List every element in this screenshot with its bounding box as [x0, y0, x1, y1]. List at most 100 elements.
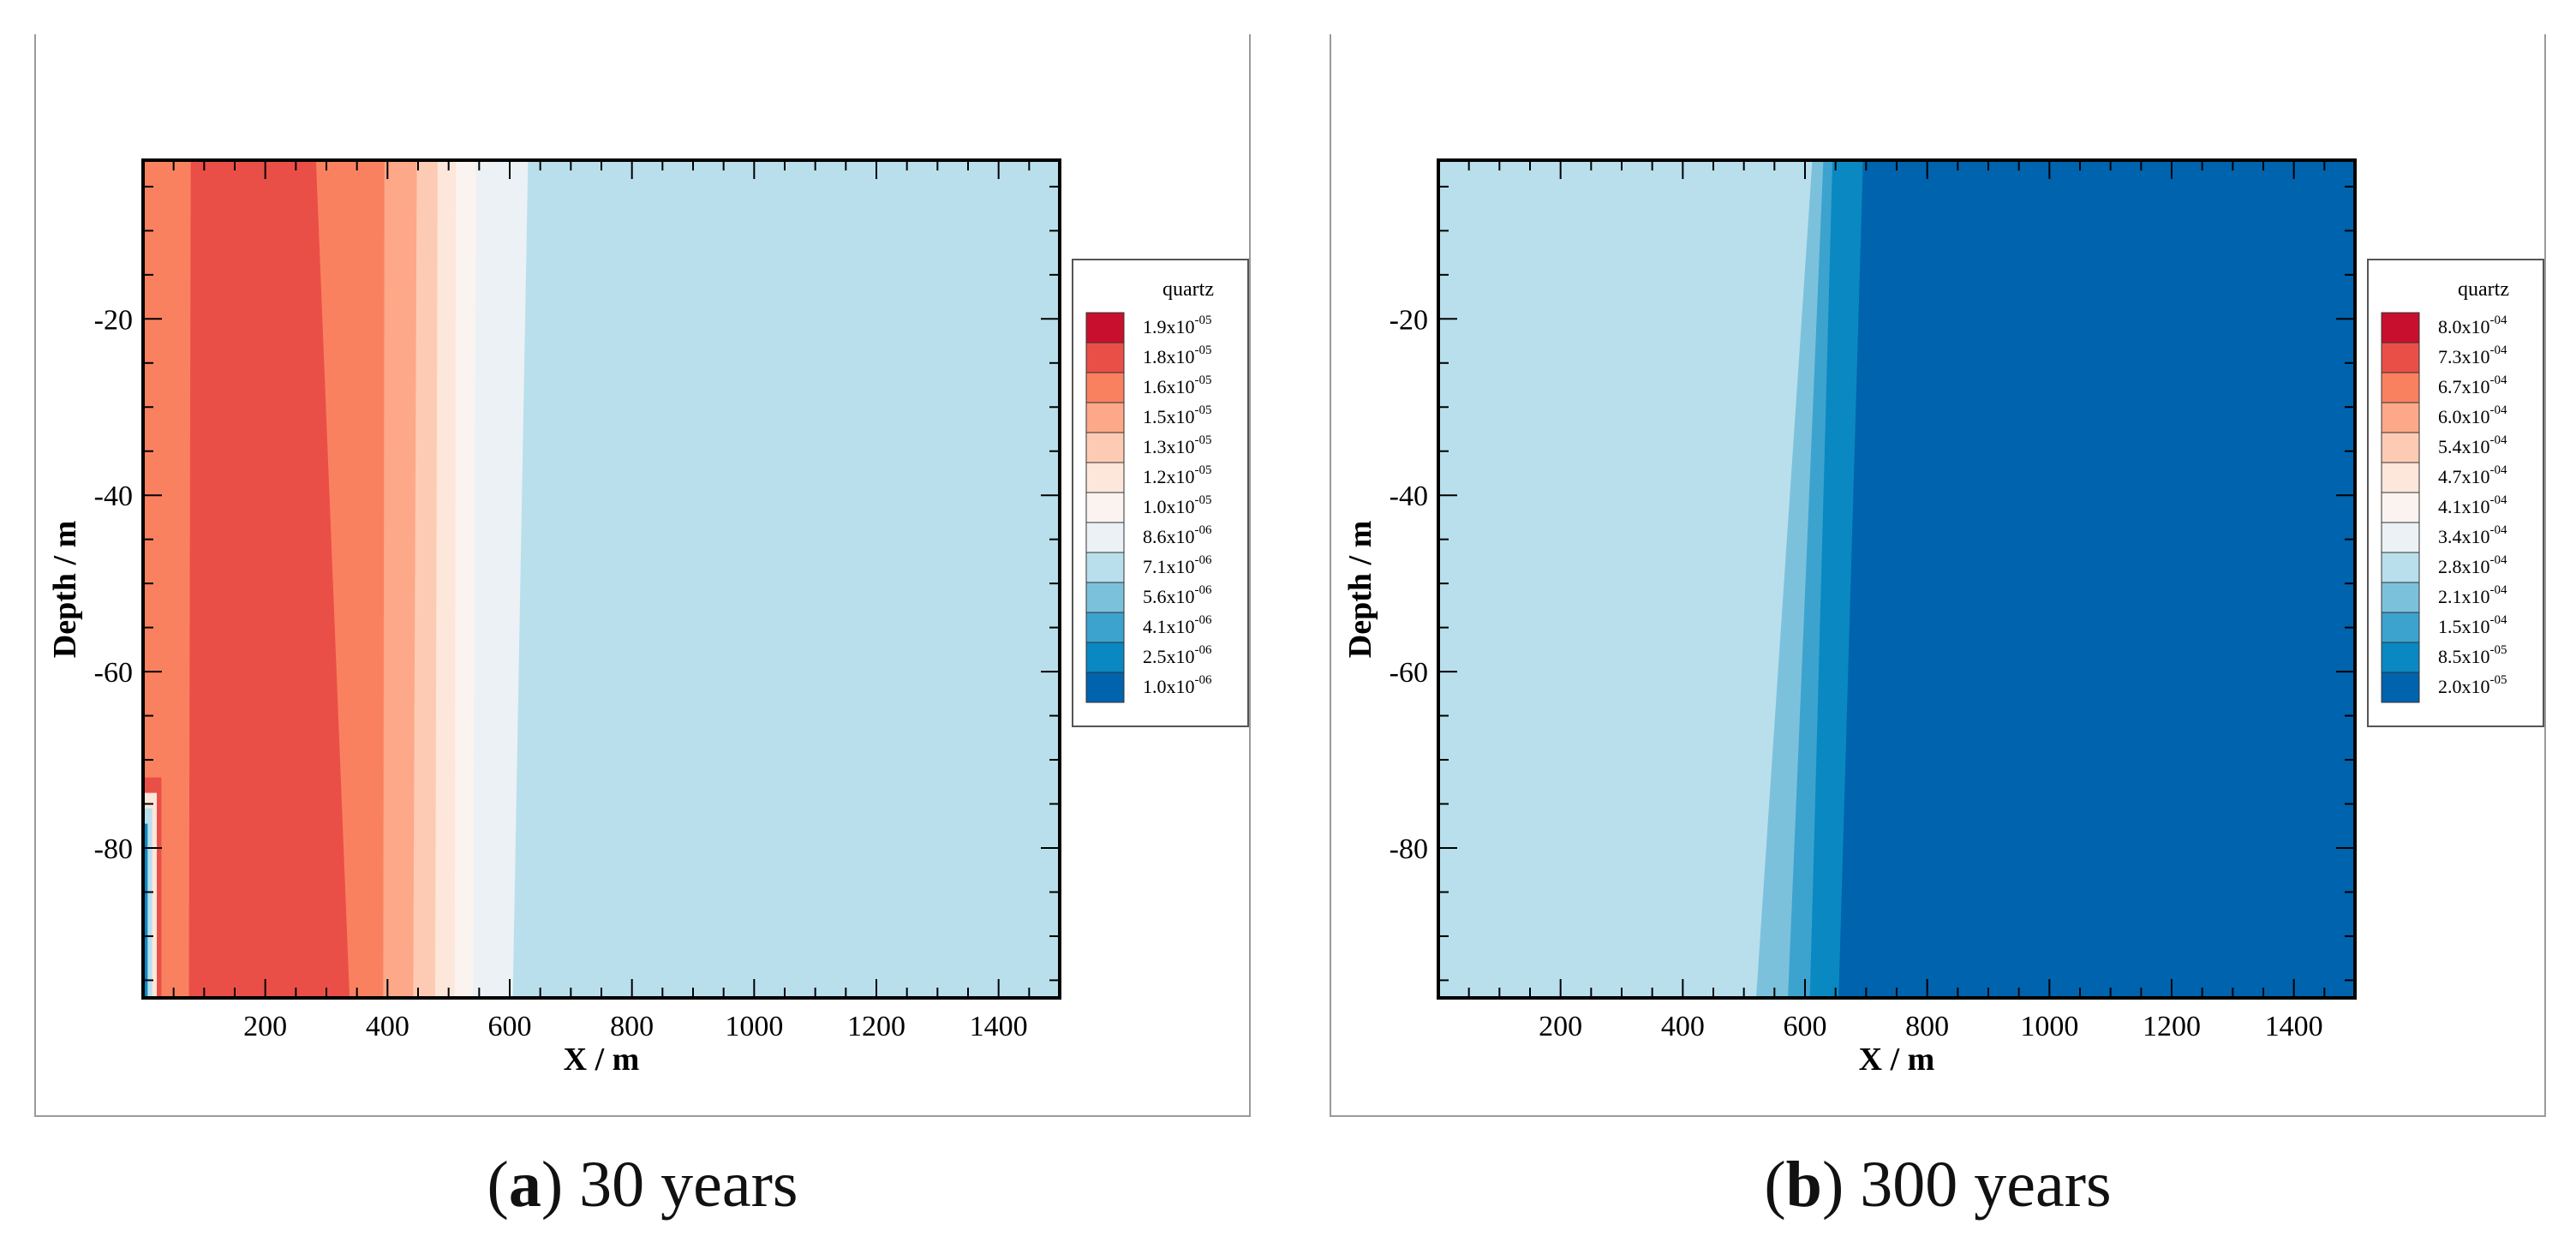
x-tick-label: 1200: [847, 1011, 905, 1042]
legend-label-mantissa: 1.9x10: [1143, 316, 1195, 337]
legend-label-mantissa: 2.5x10: [1143, 646, 1195, 667]
legend-swatch: [1085, 342, 1125, 373]
legend-swatch: [2381, 312, 2420, 343]
y-tick-label: -40: [94, 481, 133, 512]
legend-swatch: [2381, 492, 2420, 523]
legend-label-exponent: -06: [1195, 643, 1212, 657]
legend-label-mantissa: 2.1x10: [2438, 586, 2490, 607]
legend-label: 5.4x10-04: [2438, 433, 2507, 457]
caption-letter-b: b: [1785, 1149, 1822, 1221]
legend-label-mantissa: 1.6x10: [1143, 376, 1195, 397]
y-tick-label: -20: [1390, 304, 1428, 336]
legend-swatch: [1085, 492, 1125, 523]
legend-label: 7.3x10-04: [2438, 343, 2507, 367]
y-tick-label: -80: [1390, 833, 1428, 865]
legend-label: 1.6x10-05: [1143, 373, 1212, 397]
legend-label-exponent: -05: [2490, 643, 2507, 657]
legend-swatch: [2381, 462, 2420, 493]
legend-label-exponent: -06: [1195, 583, 1212, 597]
chart-panel-a: 200 400 600 800 1000 1200 1400 -20 -40 -60 -80 X / …: [34, 34, 1251, 1117]
edge-band-3: [143, 823, 148, 998]
legend-label-mantissa: 2.0x10: [2438, 676, 2490, 697]
x-tick-label: 800: [1905, 1011, 1949, 1042]
legend-label-exponent: -05: [1195, 314, 1212, 327]
legend-label-exponent: -04: [2490, 553, 2507, 567]
legend-label: 3.4x10-04: [2438, 523, 2507, 547]
x-tick-label: 400: [1661, 1011, 1705, 1042]
legend-label-exponent: -04: [2490, 493, 2507, 507]
legend-label-mantissa: 1.2x10: [1143, 466, 1195, 487]
x-tick-label: 1400: [970, 1011, 1028, 1042]
legend-label-exponent: -06: [1195, 553, 1212, 567]
legend-label: 2.5x10-06: [1143, 643, 1212, 667]
legend-label: 2.1x10-04: [2438, 583, 2507, 607]
legend-swatch: [1085, 372, 1125, 403]
legend-label: 1.5x10-05: [1143, 403, 1212, 427]
legend-swatch: [2381, 522, 2420, 553]
legend-label-mantissa: 2.8x10: [2438, 556, 2490, 577]
legend-label-mantissa: 1.5x10: [2438, 616, 2490, 637]
legend-label-mantissa: 4.7x10: [2438, 466, 2490, 487]
legend-label-exponent: -04: [2490, 433, 2507, 447]
legend-swatch: [2381, 372, 2420, 403]
legend-label: 8.5x10-05: [2438, 643, 2507, 667]
legend-label-mantissa: 3.4x10: [2438, 526, 2490, 547]
legend-label-exponent: -04: [2490, 373, 2507, 387]
x-tick-label: 400: [366, 1011, 409, 1042]
caption-text-b: 300 years: [1860, 1149, 2112, 1221]
legend-label: 1.9x10-05: [1143, 314, 1212, 337]
legend-label: 7.1x10-06: [1143, 553, 1212, 577]
legend-swatch: [1085, 402, 1125, 433]
legend-label-exponent: -05: [1195, 343, 1212, 357]
legend-swatch: [1085, 642, 1125, 673]
x-tick-label: 200: [1539, 1011, 1582, 1042]
contour-plot-a: 200 400 600 800 1000 1200 1400 -20 -40 -60 -80 X / …: [47, 158, 1249, 1078]
legend-label-mantissa: 8.6x10: [1143, 526, 1195, 547]
legend-swatch: [1085, 552, 1125, 583]
x-tick-label: 600: [1784, 1011, 1827, 1042]
legend-label-mantissa: 1.5x10: [1143, 406, 1195, 427]
legend-label-mantissa: 5.4x10: [2438, 436, 2490, 457]
legend-title: quartz: [2458, 278, 2509, 301]
y-tick-label: -20: [94, 304, 133, 336]
legend-label-exponent: -05: [1195, 403, 1212, 417]
x-tick-label: 600: [488, 1011, 532, 1042]
chart-panel-b: 200 400 600 800 1000 1200 1400 -20 -40 -60 -80 X / …: [1330, 34, 2546, 1117]
x-tick-label: 1000: [2020, 1011, 2078, 1042]
legend-label: 1.3x10-05: [1143, 433, 1212, 457]
legend-label: 4.1x10-04: [2438, 493, 2507, 517]
legend-label: 1.0x10-05: [1143, 493, 1212, 517]
legend-label-exponent: -05: [1195, 373, 1212, 387]
legend-label-exponent: -05: [1195, 493, 1212, 507]
x-tick-label: 200: [243, 1011, 287, 1042]
legend-label-exponent: -04: [2490, 314, 2507, 327]
legend-label: 1.2x10-05: [1143, 463, 1212, 487]
legend-swatch: [1085, 522, 1125, 553]
legend-swatch: [2381, 552, 2420, 583]
legend-swatch: [2381, 672, 2420, 703]
legend-label-mantissa: 1.3x10: [1143, 436, 1195, 457]
caption-a: (a) 30 years: [487, 1149, 798, 1221]
y-tick-label: -80: [94, 833, 133, 865]
legend-label-mantissa: 1.8x10: [1143, 346, 1195, 367]
legend-label: 5.6x10-06: [1143, 583, 1212, 607]
contour-band-8: [512, 160, 1060, 998]
legend-label-mantissa: 8.5x10: [2438, 646, 2490, 667]
x-axis-label: X / m: [564, 1042, 640, 1078]
contour-band-4: [1838, 160, 2355, 998]
legend-label: 2.0x10-05: [2438, 673, 2507, 697]
legend-label: 6.7x10-04: [2438, 373, 2507, 397]
caption-letter-a: a: [508, 1149, 541, 1221]
legend-label: 6.0x10-04: [2438, 403, 2507, 427]
legend-label-exponent: -06: [1195, 673, 1212, 687]
legend-swatch: [1085, 312, 1125, 343]
x-axis-label: X / m: [1859, 1042, 1935, 1078]
legend-label-exponent: -06: [1195, 523, 1212, 537]
contour-plot-b: 200 400 600 800 1000 1200 1400 -20 -40 -60 -80 X / …: [1342, 158, 2544, 1078]
legend-swatch: [2381, 642, 2420, 673]
legend-label-mantissa: 8.0x10: [2438, 316, 2490, 337]
caption-text-a: 30 years: [579, 1149, 798, 1221]
legend-label-exponent: -04: [2490, 403, 2507, 417]
legend-label-exponent: -04: [2490, 583, 2507, 597]
legend-label-exponent: -05: [1195, 463, 1212, 477]
